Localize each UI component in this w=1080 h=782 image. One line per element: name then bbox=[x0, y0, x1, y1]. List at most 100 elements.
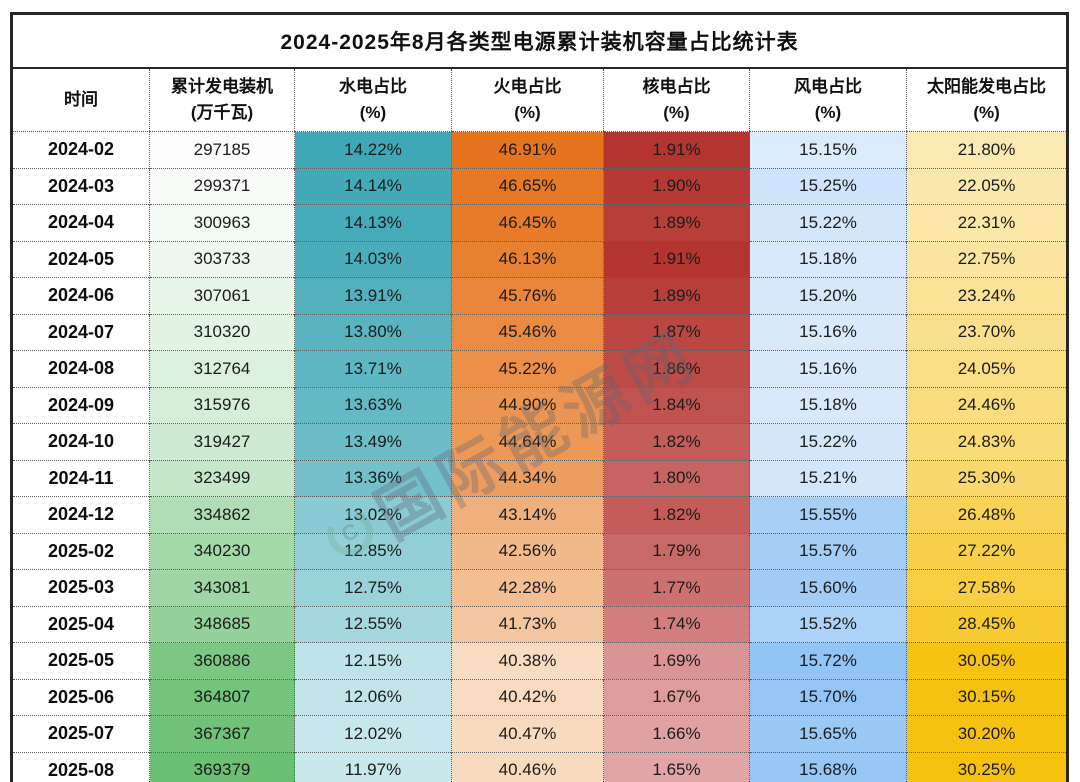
cell-hydro: 13.49% bbox=[294, 423, 452, 460]
table-row: 2024-07 310320 13.80% 45.46% 1.87% 15.16% 23.7… bbox=[11, 313, 1068, 351]
cell-capacity: 307061 bbox=[149, 277, 295, 314]
cell-capacity: 369379 bbox=[149, 751, 295, 782]
cell-date: 2024-12 bbox=[11, 496, 150, 533]
cell-capacity: 364807 bbox=[149, 678, 295, 716]
cell-date: 2024-10 bbox=[11, 423, 150, 460]
cell-wind: 15.72% bbox=[749, 642, 907, 679]
cell-hydro: 13.02% bbox=[294, 496, 452, 533]
table-row: 2024-09 315976 13.63% 44.90% 1.84% 15.18% 24.4… bbox=[11, 386, 1068, 424]
cell-solar: 23.70% bbox=[905, 313, 1068, 351]
cell-wind: 15.60% bbox=[749, 569, 907, 606]
cell-solar: 27.58% bbox=[905, 569, 1068, 606]
cell-date: 2025-06 bbox=[11, 678, 150, 716]
table-row: 2025-05 360886 12.15% 40.38% 1.69% 15.72% 30.0… bbox=[11, 642, 1068, 679]
cell-solar: 22.75% bbox=[905, 240, 1068, 278]
column-header-nuclear-sub: (%) bbox=[663, 103, 690, 122]
cell-nuclear: 1.84% bbox=[603, 386, 750, 424]
table-row: 2025-02 340230 12.85% 42.56% 1.79% 15.57% 27.2… bbox=[11, 532, 1068, 570]
column-header-wind: 风电占比 (%) bbox=[749, 68, 907, 132]
cell-thermal: 40.46% bbox=[451, 751, 604, 782]
table-row: 2025-06 364807 12.06% 40.42% 1.67% 15.70% 30.1… bbox=[11, 678, 1068, 716]
cell-date: 2024-08 bbox=[11, 350, 150, 387]
cell-wind: 15.25% bbox=[749, 167, 907, 205]
cell-date: 2024-02 bbox=[11, 131, 150, 168]
cell-wind: 15.68% bbox=[749, 751, 907, 782]
cell-thermal: 40.47% bbox=[451, 715, 604, 752]
cell-wind: 15.55% bbox=[749, 496, 907, 533]
cell-capacity: 310320 bbox=[149, 313, 295, 351]
column-header-capacity-label: 累计发电装机 bbox=[171, 76, 273, 96]
cell-hydro: 13.71% bbox=[294, 350, 452, 387]
table-row: 2025-03 343081 12.75% 42.28% 1.77% 15.60% 27.5… bbox=[11, 569, 1068, 606]
cell-date: 2024-04 bbox=[11, 204, 150, 241]
cell-capacity: 334862 bbox=[149, 496, 295, 533]
cell-solar: 30.05% bbox=[905, 642, 1068, 679]
cell-capacity: 297185 bbox=[149, 131, 295, 168]
cell-hydro: 12.02% bbox=[294, 715, 452, 752]
cell-nuclear: 1.90% bbox=[603, 167, 750, 205]
cell-thermal: 46.65% bbox=[451, 167, 604, 205]
cell-date: 2024-11 bbox=[11, 459, 150, 497]
cell-capacity: 300963 bbox=[149, 204, 295, 241]
cell-wind: 15.20% bbox=[749, 277, 907, 314]
table-row: 2024-06 307061 13.91% 45.76% 1.89% 15.20% 23.2… bbox=[11, 277, 1068, 314]
cell-nuclear: 1.66% bbox=[603, 715, 750, 752]
cell-capacity: 315976 bbox=[149, 386, 295, 424]
table-row: 2024-10 319427 13.49% 44.64% 1.82% 15.22% 24.8… bbox=[11, 423, 1068, 460]
cell-date: 2025-03 bbox=[11, 569, 150, 606]
cell-date: 2025-04 bbox=[11, 605, 150, 643]
table-row: 2025-04 348685 12.55% 41.73% 1.74% 15.52% 28.4… bbox=[11, 605, 1068, 643]
column-header-wind-sub: (%) bbox=[814, 103, 842, 122]
cell-capacity: 323499 bbox=[149, 459, 295, 497]
cell-capacity: 367367 bbox=[149, 715, 295, 752]
table-row: 2025-07 367367 12.02% 40.47% 1.66% 15.65% 30.2… bbox=[11, 715, 1068, 752]
cell-wind: 15.15% bbox=[749, 131, 907, 168]
column-header-capacity: 累计发电装机 (万千瓦) bbox=[149, 68, 295, 132]
column-header-solar-label: 太阳能发电占比 bbox=[927, 76, 1047, 96]
statistics-table: 2024-2025年8月各类型电源累计装机容量占比统计表 时间 累计发电装机 (… bbox=[10, 12, 1070, 782]
cell-thermal: 45.22% bbox=[451, 350, 604, 387]
table-row: 2024-08 312764 13.71% 45.22% 1.86% 15.16% 24.0… bbox=[11, 350, 1068, 387]
cell-wind: 15.52% bbox=[749, 605, 907, 643]
column-header-solar: 太阳能发电占比 (%) bbox=[905, 68, 1068, 132]
column-header-hydro-label: 水电占比 bbox=[339, 76, 407, 96]
cell-solar: 25.30% bbox=[905, 459, 1068, 497]
cell-hydro: 14.14% bbox=[294, 167, 452, 205]
cell-thermal: 42.56% bbox=[451, 532, 604, 570]
cell-wind: 15.65% bbox=[749, 715, 907, 752]
cell-nuclear: 1.91% bbox=[603, 131, 750, 168]
title-row: 2024-2025年8月各类型电源累计装机容量占比统计表 bbox=[11, 13, 1068, 69]
cell-solar: 26.48% bbox=[905, 496, 1068, 533]
cell-solar: 23.24% bbox=[905, 277, 1068, 314]
column-header-hydro: 水电占比 (%) bbox=[294, 68, 452, 132]
column-header-date: 时间 bbox=[11, 68, 150, 132]
cell-hydro: 14.22% bbox=[294, 131, 452, 168]
cell-thermal: 41.73% bbox=[451, 605, 604, 643]
cell-date: 2025-02 bbox=[11, 532, 150, 570]
cell-date: 2025-07 bbox=[11, 715, 150, 752]
cell-hydro: 12.15% bbox=[294, 642, 452, 679]
cell-thermal: 42.28% bbox=[451, 569, 604, 606]
cell-solar: 22.05% bbox=[905, 167, 1068, 205]
cell-nuclear: 1.69% bbox=[603, 642, 750, 679]
table-body: 2024-02 297185 14.22% 46.91% 1.91% 15.15% 21.8… bbox=[11, 131, 1068, 782]
cell-solar: 21.80% bbox=[905, 131, 1068, 168]
cell-nuclear: 1.91% bbox=[603, 240, 750, 278]
column-header-nuclear: 核电占比 (%) bbox=[603, 68, 750, 132]
cell-nuclear: 1.77% bbox=[603, 569, 750, 606]
cell-date: 2025-08 bbox=[11, 751, 150, 782]
column-header-hydro-sub: (%) bbox=[359, 103, 387, 122]
cell-hydro: 14.13% bbox=[294, 204, 452, 241]
cell-wind: 15.21% bbox=[749, 459, 907, 497]
column-header-solar-sub: (%) bbox=[973, 103, 1000, 122]
table-row: 2024-05 303733 14.03% 46.13% 1.91% 15.18% 22.7… bbox=[11, 240, 1068, 278]
table-row: 2024-03 299371 14.14% 46.65% 1.90% 15.25% 22.0… bbox=[11, 167, 1068, 205]
cell-date: 2024-05 bbox=[11, 240, 150, 278]
cell-thermal: 46.45% bbox=[451, 204, 604, 241]
cell-hydro: 12.55% bbox=[294, 605, 452, 643]
cell-capacity: 303733 bbox=[149, 240, 295, 278]
cell-wind: 15.22% bbox=[749, 204, 907, 241]
cell-solar: 27.22% bbox=[905, 532, 1068, 570]
cell-thermal: 44.64% bbox=[451, 423, 604, 460]
